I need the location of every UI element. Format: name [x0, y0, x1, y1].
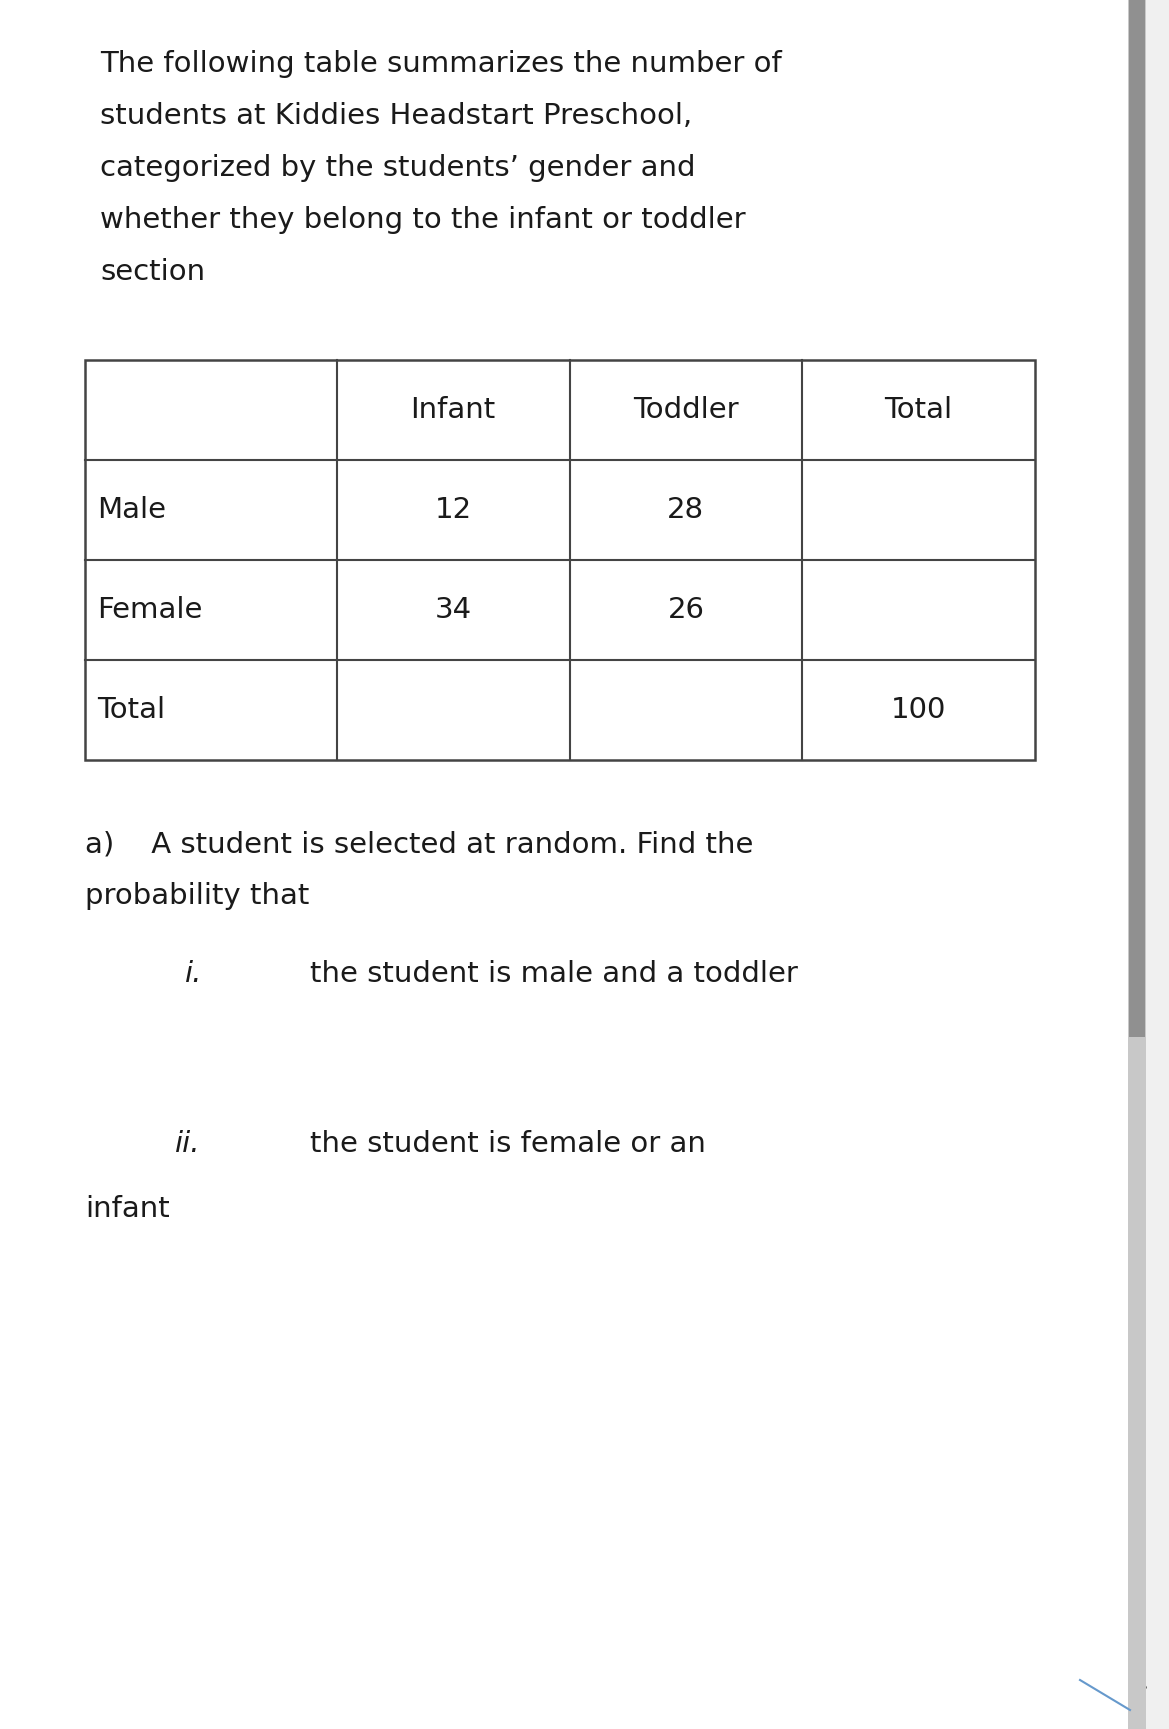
Text: Total: Total [97, 697, 165, 724]
Text: categorized by the students’ gender and: categorized by the students’ gender and [101, 154, 696, 182]
Text: 34: 34 [435, 597, 471, 624]
Text: Infant: Infant [410, 396, 496, 424]
Bar [85, 360, 1035, 761]
Text: probability that: probability that [85, 882, 310, 909]
Text: whether they belong to the infant or toddler: whether they belong to the infant or tod… [101, 206, 746, 233]
Text: Total: Total [885, 396, 953, 424]
Text: i.: i. [185, 960, 202, 987]
Text: Male: Male [97, 496, 166, 524]
Text: infant: infant [85, 1195, 170, 1222]
Text: The following table summarizes the number of: The following table summarizes the numbe… [101, 50, 782, 78]
Text: ii.: ii. [175, 1131, 201, 1158]
Text: 26: 26 [667, 597, 705, 624]
Text: 100: 100 [891, 697, 947, 724]
Text: Female: Female [97, 597, 202, 624]
Text: 12: 12 [435, 496, 471, 524]
Text: the student is male and a toddler: the student is male and a toddler [310, 960, 798, 987]
Bar [1129, 0, 1144, 1037]
Text: section: section [101, 258, 205, 285]
Text: students at Kiddies Headstart Preschool,: students at Kiddies Headstart Preschool, [101, 102, 692, 130]
Text: Toddler: Toddler [634, 396, 739, 424]
Text: the student is female or an: the student is female or an [310, 1131, 706, 1158]
Text: a)    A student is selected at random. Find the: a) A student is selected at random. Find… [85, 830, 753, 858]
Bar [85, 360, 1035, 761]
Text: 28: 28 [667, 496, 705, 524]
Bar [1128, 0, 1146, 1729]
